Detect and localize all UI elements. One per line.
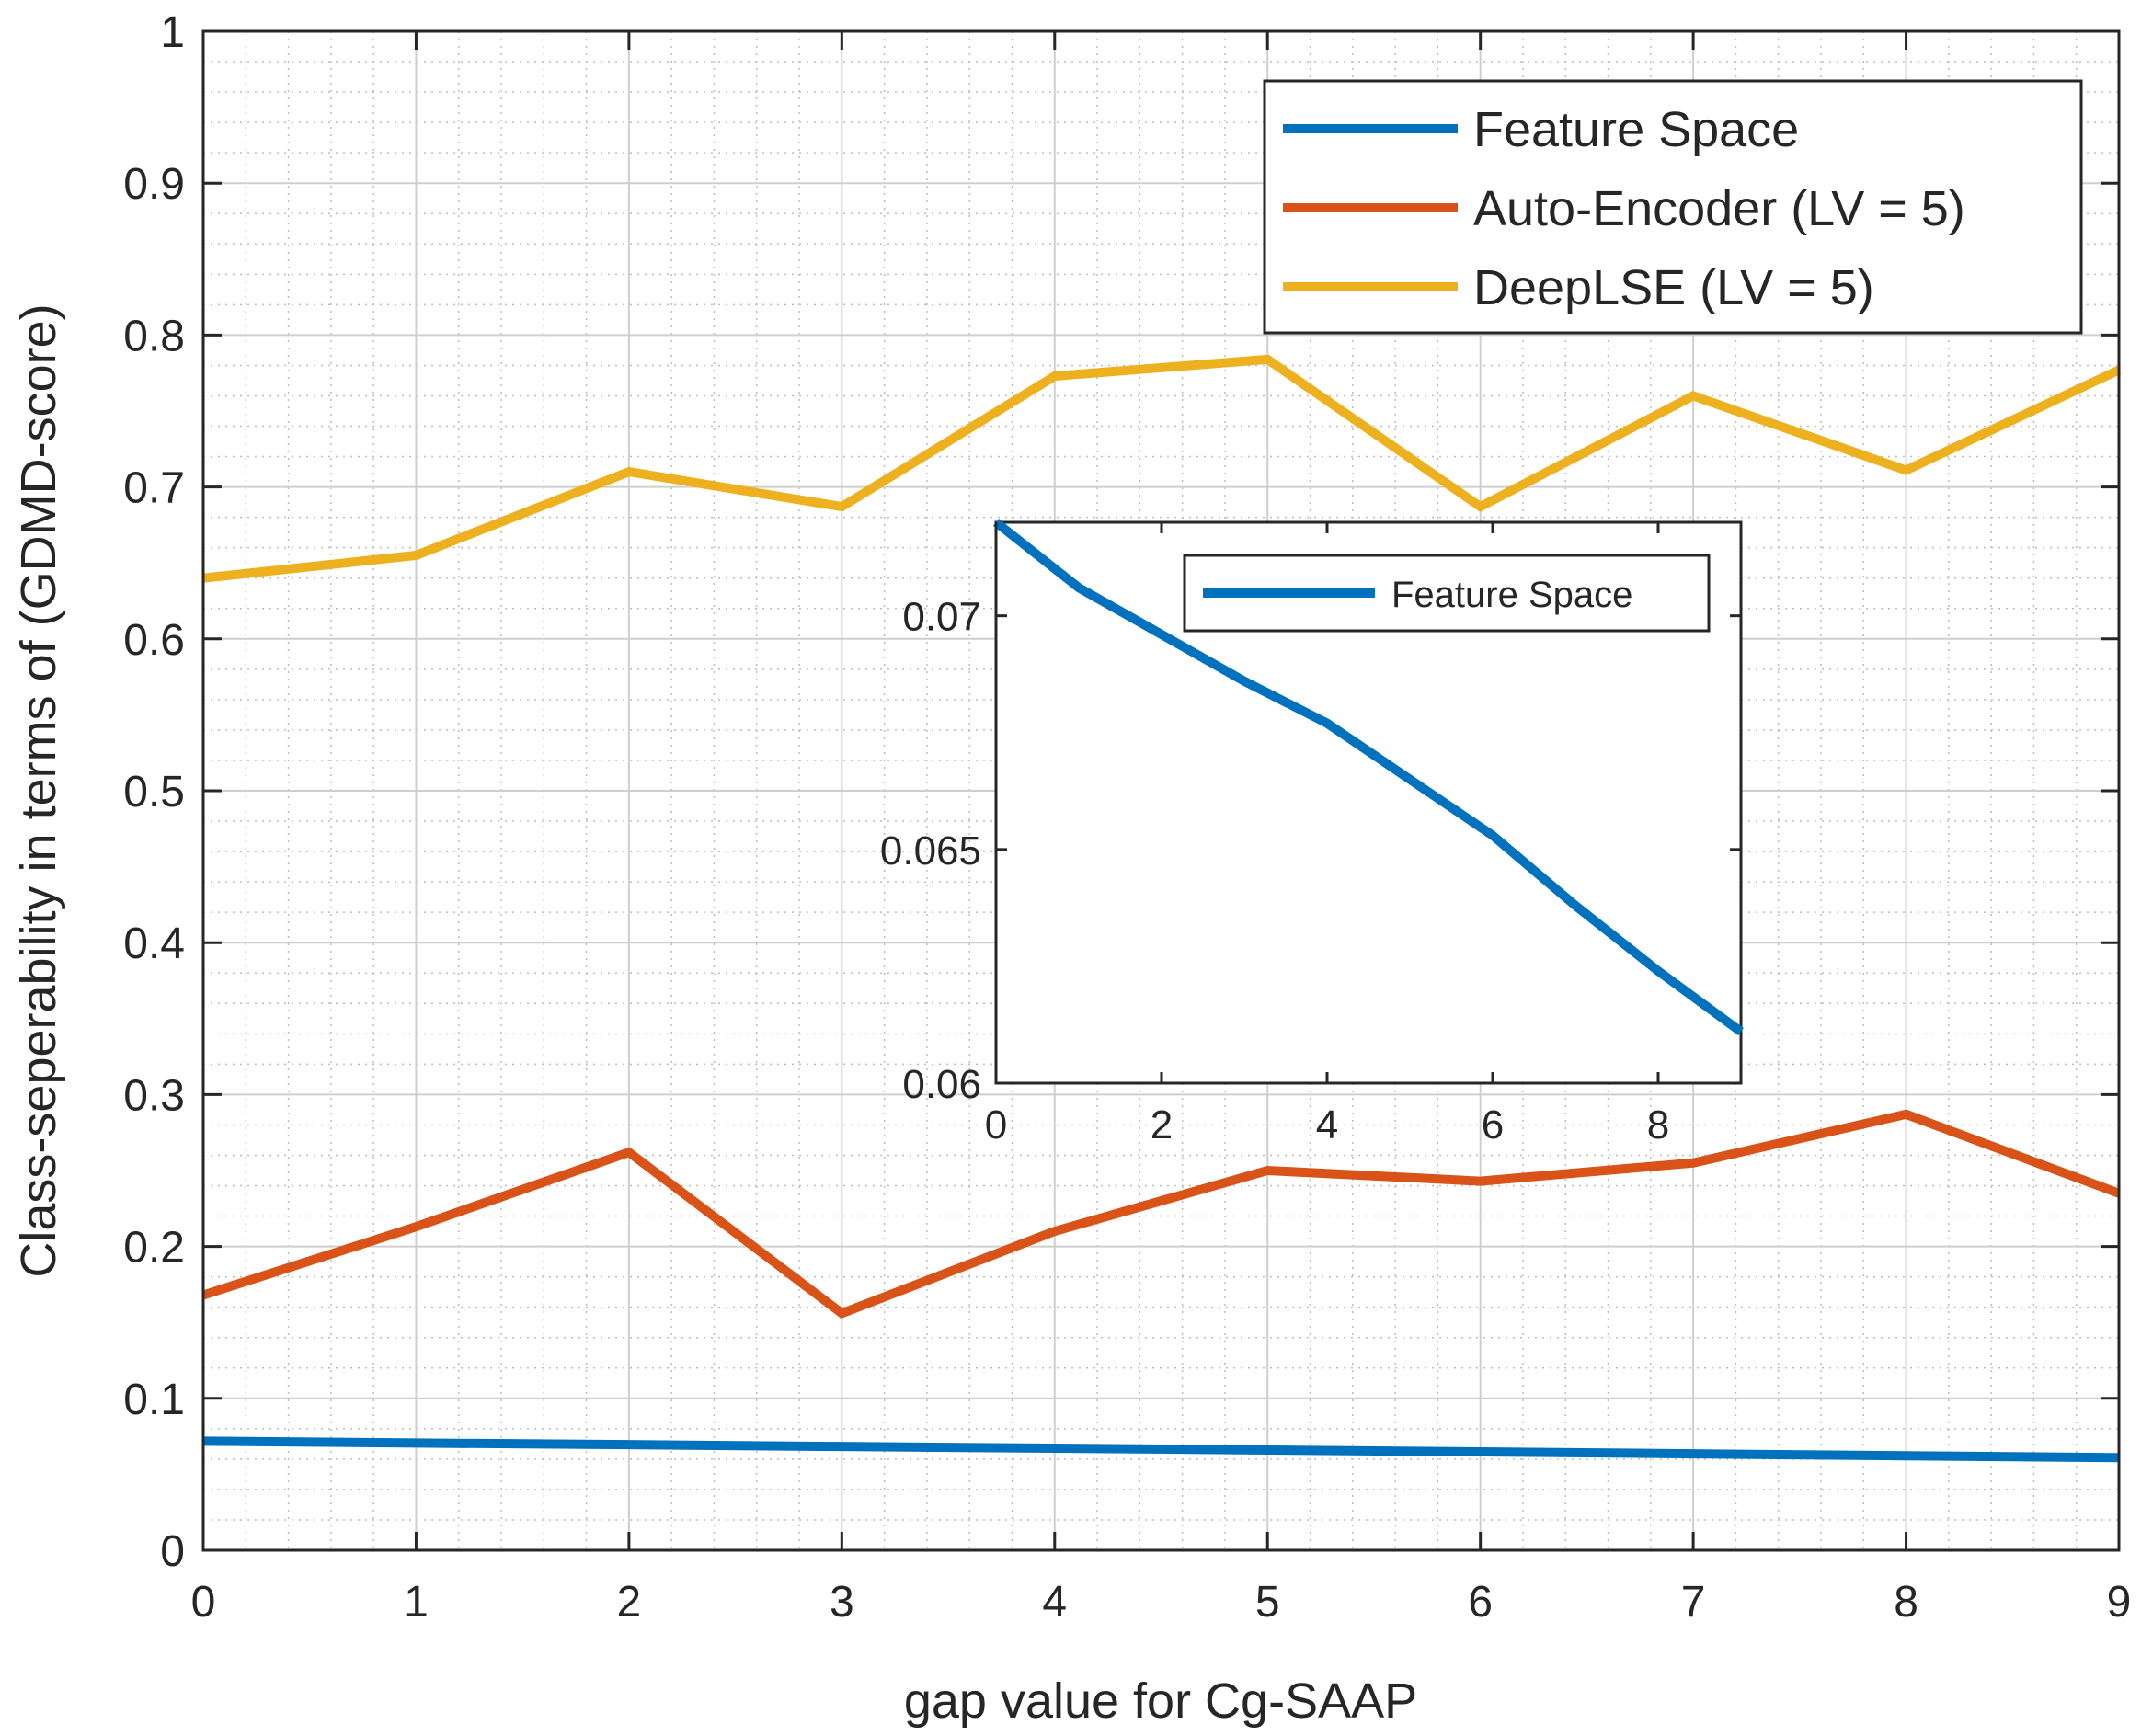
inset-ticks bbox=[994, 522, 1741, 1085]
legend-label-deeplse: DeepLSE (LV = 5) bbox=[1473, 260, 1874, 315]
y-tick-label: 1 bbox=[160, 8, 185, 57]
inset-xtick-labels: 0 2 4 6 8 bbox=[985, 1102, 1669, 1148]
series-line-auto-encoder bbox=[201, 1109, 2121, 1319]
series-line-feature-space bbox=[202, 1436, 2120, 1463]
inset-y-tick-label: 0.065 bbox=[880, 828, 981, 874]
main-ytick-labels: 0 0.1 0.2 0.3 0.4 0.5 0.6 0.7 0.8 0.9 1 bbox=[123, 8, 185, 1576]
x-tick-label: 5 bbox=[1255, 1578, 1280, 1627]
inset-series bbox=[992, 519, 1744, 1036]
y-tick-label: 0 bbox=[160, 1527, 185, 1576]
inset-y-tick-label: 0.06 bbox=[902, 1062, 981, 1107]
x-tick-label: 3 bbox=[830, 1578, 854, 1627]
x-tick-label: 9 bbox=[2107, 1578, 2132, 1627]
x-tick-label: 4 bbox=[1042, 1578, 1067, 1627]
y-tick-label: 0.1 bbox=[123, 1376, 185, 1424]
inset-x-tick-label: 0 bbox=[985, 1102, 1007, 1148]
x-tick-label: 6 bbox=[1468, 1578, 1493, 1627]
y-axis-label: Class-seperability in terms of (GDMD-sco… bbox=[11, 303, 66, 1277]
main-ticks bbox=[201, 29, 2121, 1552]
y-tick-label: 0.8 bbox=[123, 312, 185, 360]
x-axis-label: gap value for Cg-SAAP bbox=[904, 1673, 1417, 1729]
inset-x-tick-label: 8 bbox=[1647, 1102, 1669, 1148]
y-tick-label: 0.2 bbox=[123, 1224, 185, 1273]
y-tick-label: 0.4 bbox=[123, 919, 185, 968]
series-line-deeplse bbox=[202, 354, 2122, 583]
inset-x-tick-label: 4 bbox=[1316, 1102, 1338, 1148]
inset-x-tick-label: 2 bbox=[1151, 1102, 1173, 1148]
x-tick-label: 1 bbox=[404, 1578, 429, 1627]
inset-ytick-labels: 0.06 0.065 0.07 bbox=[880, 595, 981, 1107]
main-series bbox=[201, 354, 2122, 1463]
main-xtick-labels: 0 1 2 3 4 5 6 7 8 9 bbox=[191, 1578, 2132, 1627]
legend-label-auto-encoder: Auto-Encoder (LV = 5) bbox=[1473, 181, 1965, 236]
inset-legend-label-feature-space: Feature Space bbox=[1391, 575, 1632, 615]
inset-x-tick-label: 6 bbox=[1482, 1102, 1504, 1148]
main-legend[interactable]: Feature Space Auto-Encoder (LV = 5) Deep… bbox=[1263, 79, 2083, 335]
inset-legend[interactable]: Feature Space bbox=[1183, 554, 1711, 633]
inset-series-line-feature-space bbox=[992, 519, 1744, 1036]
y-tick-label: 0.9 bbox=[123, 160, 185, 209]
legend-label-feature-space: Feature Space bbox=[1473, 102, 1799, 157]
x-tick-label: 8 bbox=[1894, 1578, 1918, 1627]
y-tick-label: 0.3 bbox=[123, 1071, 185, 1120]
y-tick-label: 0.7 bbox=[123, 464, 185, 513]
x-tick-label: 2 bbox=[617, 1578, 642, 1627]
inset-plot: 0 2 4 6 8 0.06 0.065 0.07 Feature Space bbox=[880, 519, 1744, 1148]
x-tick-label: 7 bbox=[1681, 1578, 1706, 1627]
inset-y-tick-label: 0.07 bbox=[902, 595, 981, 640]
x-tick-label: 0 bbox=[191, 1578, 216, 1627]
y-tick-label: 0.5 bbox=[123, 768, 185, 817]
y-tick-label: 0.6 bbox=[123, 616, 185, 665]
